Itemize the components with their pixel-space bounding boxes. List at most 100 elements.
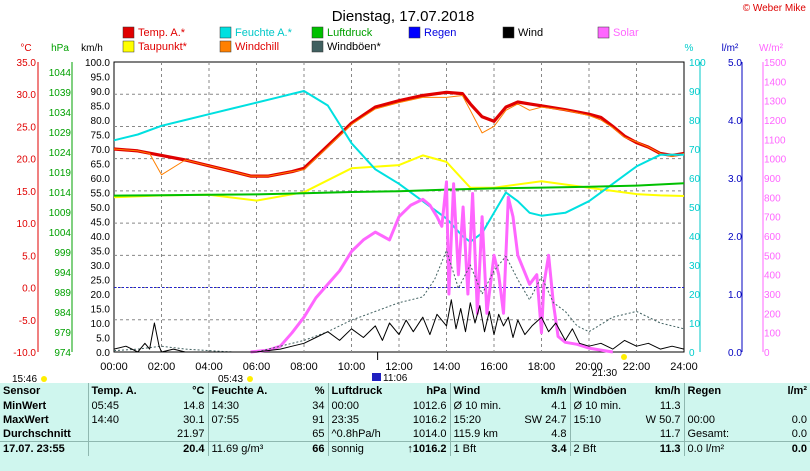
tick-label-celsius: 15.0 [17, 187, 37, 198]
tick-label-kmh: 75.0 [91, 131, 111, 142]
cell [752, 399, 810, 413]
cell: 14:30 [207, 399, 278, 413]
tick-label-solar: 1200 [764, 116, 787, 127]
tick-label-kmh: 90.0 [91, 87, 111, 98]
tick-label-solar: 200 [764, 309, 781, 320]
cell: SW 24.7 [524, 414, 567, 426]
axis-header-hpa: hPa [51, 43, 69, 54]
tick-label-solar: 800 [764, 193, 781, 204]
tick-label-kmh: 10.0 [91, 319, 111, 330]
tick-label-solar: 900 [764, 174, 781, 185]
tick-label-hpa: 1039 [49, 88, 72, 99]
axis-header-kmh: km/h [81, 43, 103, 54]
tick-label-hpa: 1029 [49, 128, 72, 139]
row-label: MaxWert [3, 414, 49, 426]
legend-label: Wind [518, 27, 543, 39]
tick-label-celsius: 35.0 [17, 58, 37, 69]
tick-label-solar: 0 [764, 348, 770, 359]
tick-label-percent: 70 [689, 145, 701, 156]
tick-label-kmh: 100.0 [85, 58, 110, 69]
series-line-feuchte-a [113, 90, 684, 243]
cell: 20.4 [154, 441, 208, 456]
cell [87, 427, 154, 442]
tick-label-percent: 50 [689, 203, 701, 214]
tick-label-hpa: 979 [54, 328, 71, 339]
tick-label-hpa: 1044 [49, 68, 72, 79]
tick-label-solar: 100 [764, 329, 781, 340]
cell: 23:35 [327, 413, 394, 427]
cell: 2 Bft [569, 441, 632, 456]
cell: 05:45 [87, 399, 154, 413]
tick-label-celsius: -10.0 [13, 348, 36, 359]
tick-label-kmh: 50.0 [91, 203, 111, 214]
cell: 4.8 [551, 428, 567, 440]
tick-label-celsius: 20.0 [17, 155, 37, 166]
tick-label-kmh: 15.0 [91, 305, 111, 316]
tick-label-hpa: 1009 [49, 208, 72, 219]
tick-label-rain: 1.0 [728, 290, 742, 301]
tick-label-kmh: 65.0 [91, 160, 111, 171]
tick-label-kmh: 0.0 [96, 348, 110, 359]
weather-chart: Dienstag, 17.07.2018 Temp. A.* Feuchte A.*… [12, 8, 787, 383]
header-pressure-unit: hPa [426, 385, 447, 397]
legend-swatch [219, 26, 232, 39]
row-label: 17.07. 23:55 [0, 441, 88, 456]
tick-label-solar: 300 [764, 290, 781, 301]
cell: W 50.7 [645, 414, 681, 426]
chart-title: Dienstag, 17.07.2018 [332, 8, 475, 25]
tick-label-kmh: 80.0 [91, 116, 111, 127]
tick-label-rain: 4.0 [728, 116, 742, 127]
series-line-luftdruck [113, 182, 685, 197]
legend-label: Windböen* [327, 41, 382, 53]
tick-label-x: 22:00 [623, 361, 651, 373]
tick-label-kmh: 25.0 [91, 276, 111, 287]
tick-label-kmh: 35.0 [91, 247, 111, 258]
header-sensor: Sensor [3, 385, 41, 397]
noon-label: 11:06 [383, 373, 408, 383]
stats-header-row: Sensor Temp. A. °C Feuchte A. % Luftdruc… [0, 383, 810, 399]
tick-label-solar: 1400 [764, 77, 787, 88]
tick-label-rain: 2.0 [728, 232, 742, 243]
cell: ^0.8hPa/h [327, 427, 394, 442]
tick-label-solar: 600 [764, 232, 781, 243]
cell: 15:10 [569, 413, 632, 427]
axis-header-solar: W/m² [759, 43, 784, 54]
axis-header-rain: l/m² [722, 43, 739, 54]
sunset-icon [621, 354, 627, 360]
cell: 07:55 [207, 413, 278, 427]
tick-label-hpa: 1014 [49, 188, 72, 199]
tick-label-rain: 0.0 [728, 348, 742, 359]
tick-label-kmh: 70.0 [91, 145, 111, 156]
tick-label-hpa: 1019 [49, 168, 72, 179]
sunrise-label: 05:43 [218, 374, 243, 383]
cell: 14:40 [87, 413, 154, 427]
daylight-start-label: 15:46 [12, 374, 37, 383]
cell [683, 399, 752, 413]
stats-row-max: MaxWert 14:40 30.1 07:55 91 23:35 1016.2… [0, 413, 810, 427]
row-label: MinWert [3, 400, 47, 412]
tick-label-celsius: 30.0 [17, 90, 37, 101]
cell [569, 427, 632, 442]
tick-label-x: 14:00 [433, 361, 461, 373]
cell: 65 [312, 428, 325, 440]
cell: sonnig [327, 441, 394, 456]
header-temp-unit: °C [192, 385, 205, 397]
sun-icon [41, 376, 47, 382]
tick-label-solar: 400 [764, 271, 781, 282]
header-humidity: Feuchte A. [207, 383, 278, 399]
series-line-windchill [113, 95, 685, 177]
tick-label-hpa: 974 [54, 348, 71, 359]
legend-label: Windchill [235, 41, 279, 53]
tick-label-x: 04:00 [195, 361, 223, 373]
cell: 3.4 [510, 441, 570, 456]
tick-label-solar: 700 [764, 213, 781, 224]
cell: 91 [312, 414, 325, 426]
cell: 21.97 [176, 428, 205, 440]
legend-label: Regen [424, 27, 456, 39]
tick-label-hpa: 989 [54, 288, 71, 299]
legend-swatch [122, 40, 135, 53]
tick-label-kmh: 85.0 [91, 102, 111, 113]
cell: 4.1 [551, 400, 567, 412]
cell: 11.7 [659, 428, 681, 440]
header-wind-unit: km/h [540, 385, 567, 397]
